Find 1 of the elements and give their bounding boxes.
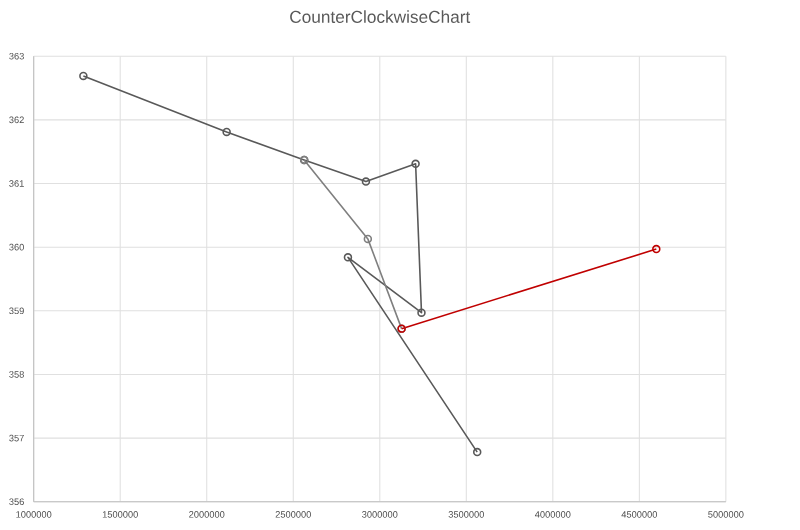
chart-title: CounterClockwiseChart — [290, 10, 471, 23]
